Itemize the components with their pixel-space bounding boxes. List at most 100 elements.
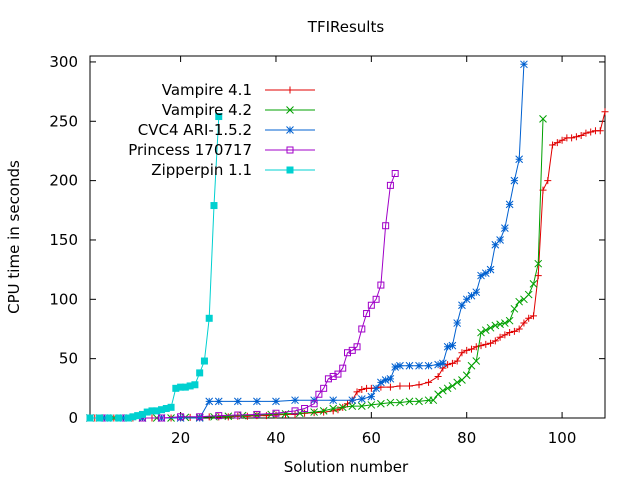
data-point: [348, 396, 357, 405]
data-point: [491, 240, 500, 249]
data-point: [510, 304, 519, 313]
data-point: [448, 382, 457, 390]
axis-ticks: 20 40 60 80 100 0 50 100 150 200 250 300: [49, 53, 605, 447]
data-point: [596, 127, 604, 135]
data-point: [210, 202, 218, 210]
data-point: [415, 381, 423, 389]
data-point: [286, 166, 294, 174]
data-point: [377, 281, 385, 289]
data-point: [443, 342, 452, 351]
x-tick-label: 20: [171, 429, 190, 447]
data-point: [525, 314, 533, 322]
data-point: [310, 396, 318, 405]
data-point: [372, 384, 380, 393]
y-tick-label: 200: [49, 172, 78, 190]
data-point: [357, 395, 366, 403]
data-point: [291, 407, 299, 415]
data-point: [301, 405, 309, 413]
data-point: [310, 408, 318, 416]
data-point: [363, 310, 371, 318]
data-point: [472, 357, 481, 365]
data-point: [486, 323, 495, 332]
series: [86, 108, 609, 422]
y-tick-label: 150: [49, 231, 78, 249]
data-point: [167, 403, 175, 411]
data-point: [210, 412, 218, 421]
data-point: [491, 321, 500, 330]
data-point: [334, 370, 342, 378]
data-point: [386, 374, 395, 383]
data-point: [243, 412, 251, 420]
data-point: [443, 384, 452, 393]
data-point: [486, 265, 495, 274]
data-point: [196, 369, 204, 377]
data-point: [353, 388, 361, 396]
data-point: [272, 397, 280, 406]
y-tick-label: 0: [68, 409, 78, 427]
data-point: [405, 382, 413, 390]
plot-area: [89, 55, 606, 419]
data-point: [386, 383, 394, 391]
data-point: [396, 382, 404, 390]
data-point: [215, 113, 223, 121]
y-tick-label: 50: [59, 350, 78, 368]
x-tick-label: 80: [457, 429, 476, 447]
data-point: [272, 409, 280, 417]
data-point: [176, 414, 185, 422]
data-point: [320, 384, 328, 392]
data-point: [86, 414, 94, 422]
data-point: [381, 376, 390, 384]
series-group: [86, 60, 609, 422]
data-point: [481, 269, 490, 278]
series: [86, 115, 547, 422]
data-point: [453, 319, 462, 327]
legend-label: Zipperpin 1.1: [151, 161, 252, 179]
data-point: [329, 404, 338, 413]
data-point: [396, 361, 404, 370]
data-point: [262, 412, 270, 420]
data-point: [477, 328, 485, 337]
data-point: [434, 360, 442, 369]
data-point: [520, 319, 528, 327]
data-point: [529, 280, 538, 288]
data-point: [295, 409, 304, 418]
data-point: [253, 397, 261, 406]
series: [86, 170, 399, 422]
y-axis-label: CPU time in seconds: [5, 160, 23, 314]
data-point: [467, 291, 476, 300]
data-point: [339, 364, 347, 372]
data-point: [510, 327, 518, 335]
data-point: [205, 397, 214, 406]
data-point: [549, 141, 557, 149]
data-point: [582, 129, 590, 137]
data-point: [367, 401, 376, 409]
data-point: [510, 176, 519, 185]
data-point: [429, 396, 438, 405]
data-point: [520, 60, 528, 69]
data-point: [462, 295, 471, 304]
data-point: [367, 301, 375, 309]
data-point: [329, 372, 337, 380]
y-tick-label: 300: [49, 53, 78, 71]
data-point: [472, 288, 481, 297]
data-point: [272, 411, 280, 419]
data-point: [96, 414, 104, 422]
data-point: [338, 403, 347, 412]
data-point: [286, 126, 294, 134]
data-point: [482, 340, 490, 348]
data-point: [448, 359, 456, 367]
data-point: [391, 363, 400, 371]
data-point: [405, 397, 414, 406]
data-point: [344, 349, 351, 357]
data-point: [377, 378, 385, 387]
data-point: [358, 325, 366, 333]
legend-label: Princess 170717: [128, 141, 252, 159]
data-point: [572, 133, 580, 141]
data-point: [601, 108, 609, 116]
data-point: [115, 414, 123, 422]
data-point: [505, 200, 514, 209]
data-point: [224, 412, 233, 421]
data-point: [458, 349, 466, 357]
data-point: [286, 106, 294, 114]
